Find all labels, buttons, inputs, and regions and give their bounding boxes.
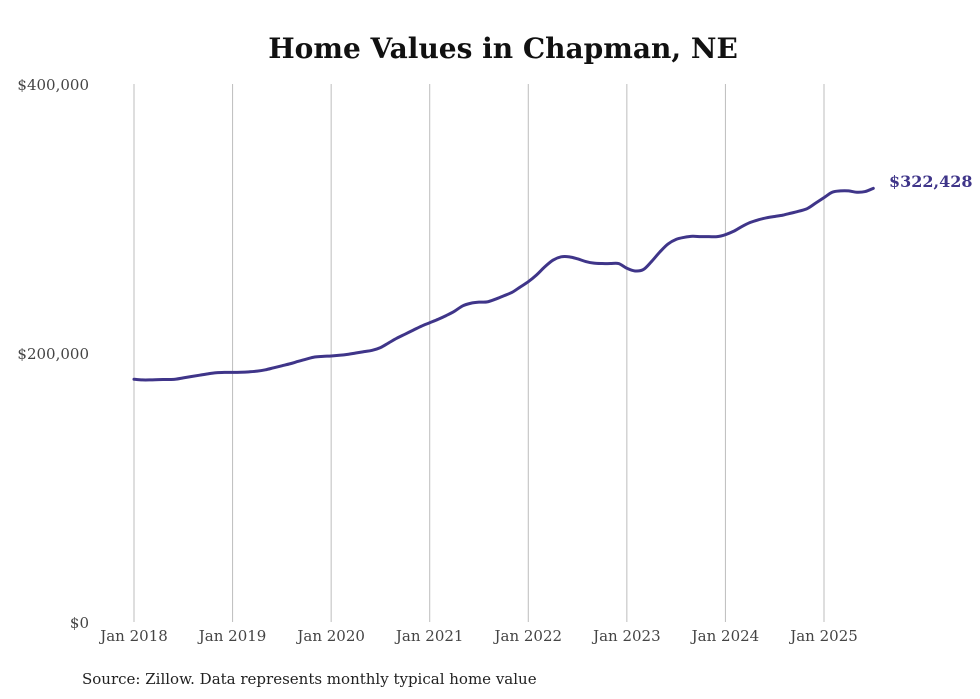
- y-tick-label: $400,000: [17, 76, 89, 94]
- x-tick-label: Jan 2021: [394, 627, 464, 645]
- x-tick-label: Jan 2024: [690, 627, 760, 645]
- home-value-line: [132, 186, 875, 382]
- x-tick-label: Jan 2023: [591, 627, 661, 645]
- y-axis-tick-labels: $0 $200,000 $400,000: [17, 76, 89, 632]
- x-tick-label: Jan 2020: [295, 627, 365, 645]
- source-note: Source: Zillow. Data represents monthly …: [82, 670, 537, 688]
- x-axis-tick-labels: Jan 2018 Jan 2019 Jan 2020 Jan 2021 Jan 2022…: [98, 627, 858, 645]
- gridlines: [133, 84, 825, 622]
- y-tick-label: $200,000: [17, 345, 89, 363]
- chart-title: Home Values in Chapman, NE: [268, 32, 738, 65]
- series-layer: [132, 186, 875, 382]
- x-tick-label: Jan 2022: [493, 627, 563, 645]
- x-tick-label: Jan 2025: [788, 627, 858, 645]
- x-tick-label: Jan 2018: [98, 627, 168, 645]
- latest-value-label: $322,428: [889, 172, 973, 191]
- x-tick-label: Jan 2019: [197, 627, 267, 645]
- y-tick-label: $0: [70, 614, 89, 632]
